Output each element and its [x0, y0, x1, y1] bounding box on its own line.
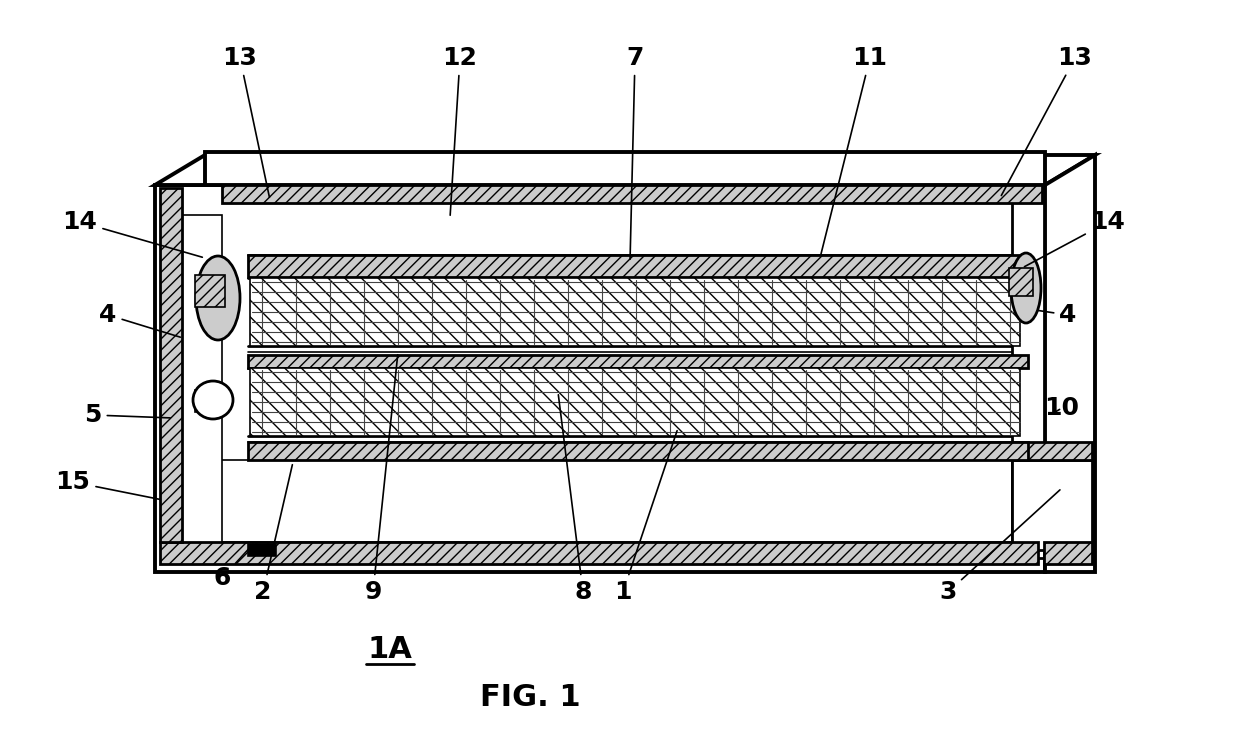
Text: 4: 4	[1038, 303, 1076, 327]
Bar	[1009, 268, 1033, 296]
Polygon shape	[1045, 155, 1095, 572]
Bar	[205, 152, 1045, 185]
Bar	[1012, 442, 1092, 460]
Polygon shape	[155, 155, 1095, 185]
Bar	[248, 255, 1028, 277]
Text: 8: 8	[558, 395, 591, 604]
Text: 13: 13	[1002, 46, 1092, 196]
Bar	[182, 460, 1038, 542]
Text: 1A: 1A	[367, 635, 413, 664]
Polygon shape	[155, 185, 1045, 572]
Text: 6: 6	[213, 544, 253, 590]
Text: 15: 15	[56, 470, 160, 499]
Bar	[248, 544, 277, 556]
Text: 1: 1	[614, 431, 677, 604]
Ellipse shape	[1011, 253, 1042, 323]
Bar	[250, 278, 1021, 346]
Bar	[248, 442, 1028, 460]
Text: 7: 7	[626, 46, 644, 260]
Bar	[222, 185, 1042, 203]
Text: 4: 4	[99, 303, 180, 337]
Bar	[195, 275, 224, 307]
Bar	[195, 390, 223, 412]
Text: FIG. 1: FIG. 1	[480, 683, 580, 713]
Text: 14: 14	[1024, 210, 1126, 267]
Text: 11: 11	[821, 46, 888, 255]
Bar	[182, 215, 222, 555]
Bar	[248, 355, 1028, 368]
Bar	[160, 542, 1038, 564]
Text: 13: 13	[222, 46, 269, 197]
Bar	[160, 188, 182, 542]
Text: 2: 2	[254, 465, 293, 604]
Text: 9: 9	[365, 355, 398, 604]
Bar	[1012, 460, 1092, 550]
Bar	[1044, 542, 1092, 564]
Ellipse shape	[193, 381, 233, 419]
Text: 5: 5	[84, 403, 170, 427]
Text: 12: 12	[443, 46, 477, 215]
Text: 10: 10	[1044, 396, 1080, 420]
Bar	[250, 368, 1021, 436]
Ellipse shape	[196, 256, 241, 340]
Bar	[1012, 188, 1044, 558]
Text: 3: 3	[940, 490, 1060, 604]
Text: 14: 14	[62, 210, 202, 257]
